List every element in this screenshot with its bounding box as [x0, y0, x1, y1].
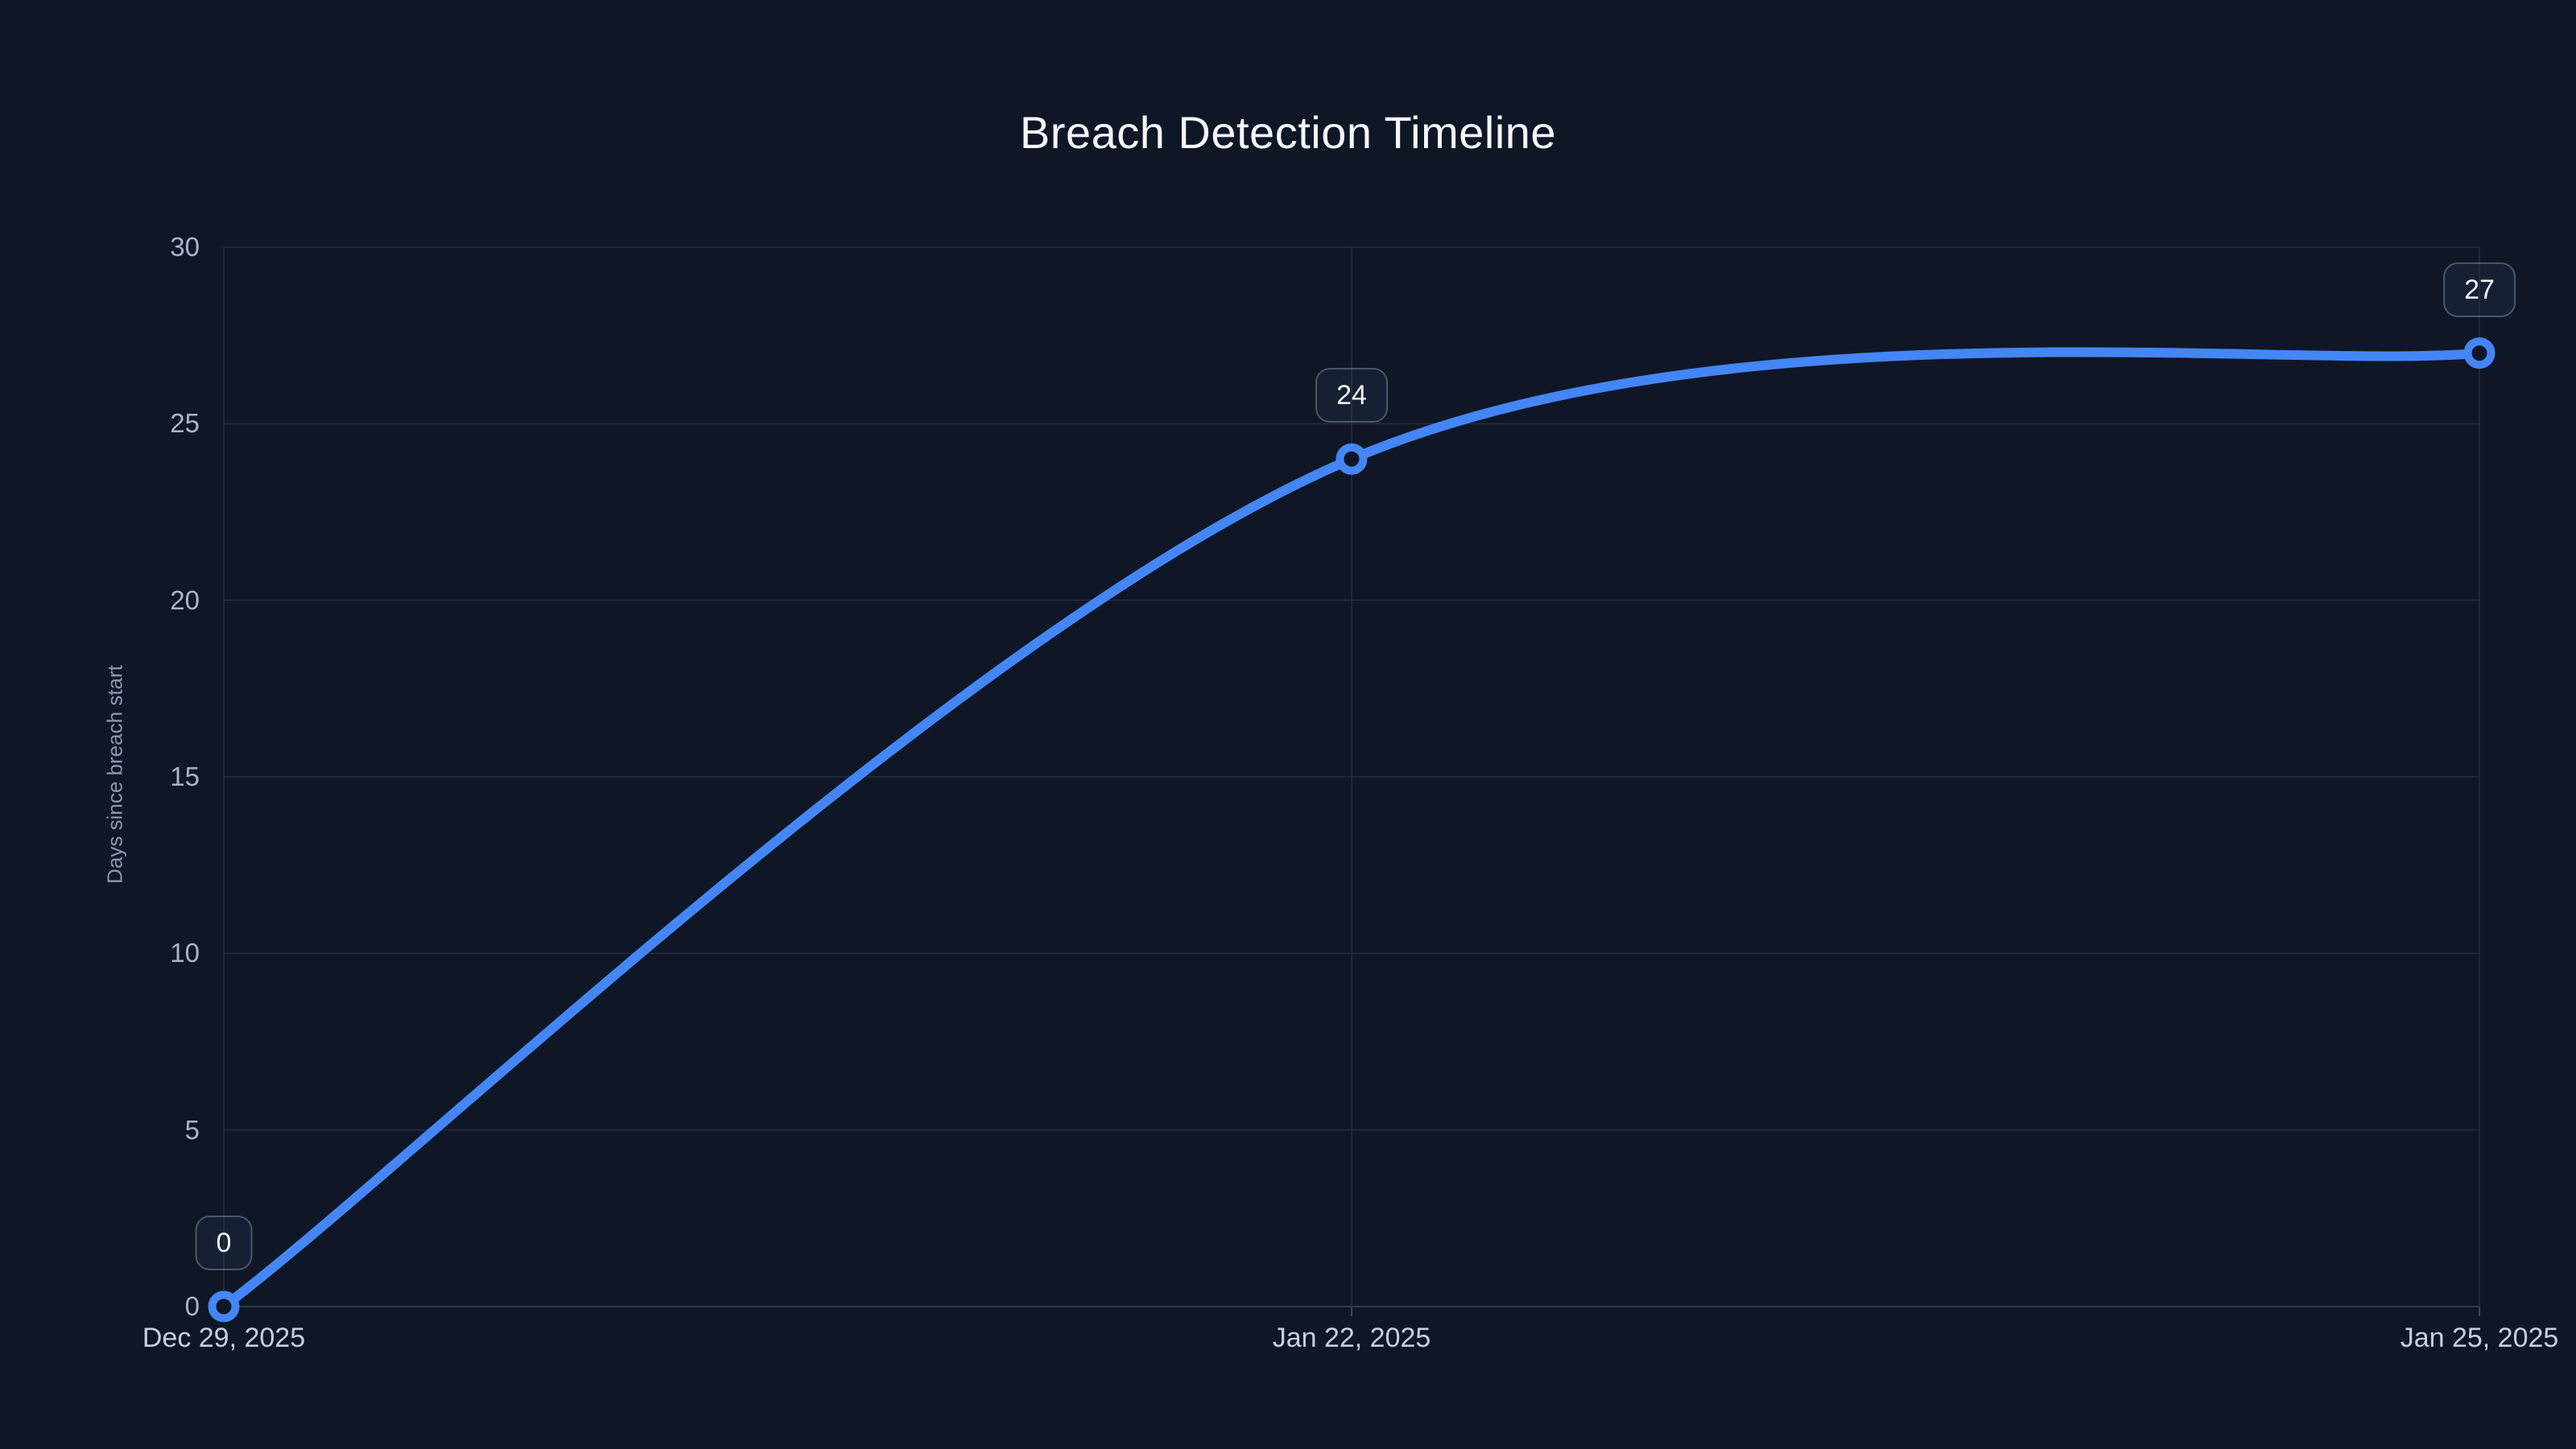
point-label-badge: 24 [1315, 368, 1388, 423]
y-axis-tick-label: 15 [170, 762, 200, 791]
chart-title: Breach Detection Timeline [1019, 107, 1557, 158]
y-axis-tick-label: 25 [170, 408, 200, 439]
data-point-marker[interactable] [208, 1290, 240, 1323]
y-axis-tick-label: 20 [170, 584, 200, 615]
point-label-badge: 27 [2443, 262, 2516, 317]
y-axis-tick-label: 10 [170, 938, 200, 968]
data-point-marker[interactable] [2463, 337, 2496, 369]
y-axis-tick-label: 0 [184, 1291, 200, 1321]
x-axis-label: Jan 25, 2025 [2400, 1323, 2559, 1353]
series-line [219, 347, 2484, 1311]
x-axis-label: Jan 22, 2025 [1272, 1323, 1431, 1353]
x-axis-label: Dec 29, 2025 [142, 1323, 306, 1353]
y-axis-tick-label: 30 [170, 232, 200, 262]
y-axis-tick-label: 5 [184, 1114, 200, 1145]
point-label-badge: 0 [195, 1216, 253, 1270]
data-point-marker[interactable] [1335, 443, 1368, 475]
